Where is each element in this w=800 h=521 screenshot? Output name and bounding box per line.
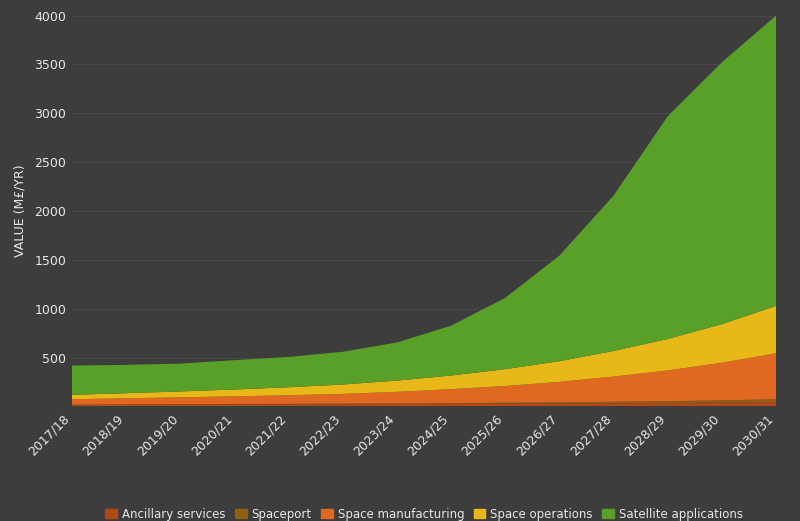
Legend: Ancillary services, Spaceport, Space manufacturing, Space operations, Satellite : Ancillary services, Spaceport, Space man… xyxy=(101,503,747,521)
Y-axis label: VALUE (M£/YR): VALUE (M£/YR) xyxy=(14,165,26,257)
